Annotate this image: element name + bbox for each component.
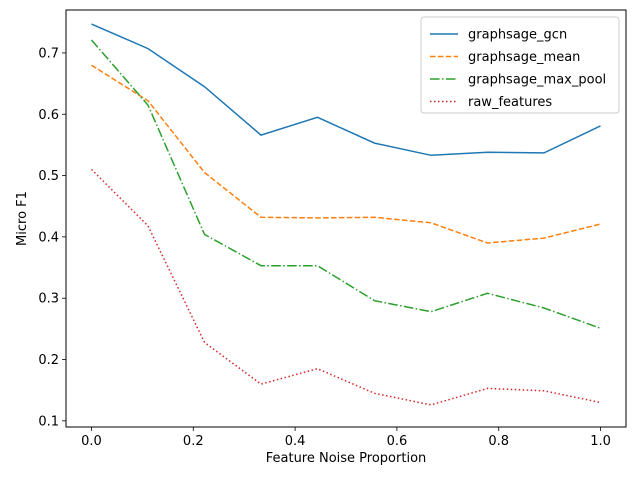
x-axis-label: Feature Noise Proportion: [266, 451, 427, 466]
x-tick-label: 1.0: [590, 434, 611, 449]
x-tick-label: 0.8: [488, 434, 509, 449]
y-tick-label: 0.4: [38, 230, 59, 245]
series-line-graphsage_gcn: [91, 23, 601, 157]
plot-area-frame: [65, 9, 627, 428]
legend-label-graphsage_max_pool: graphsage_max_pool: [468, 73, 606, 88]
y-tick-label: 0.3: [38, 292, 59, 307]
series-layer: [90, 23, 601, 406]
y-axis-label: Micro F1: [15, 191, 30, 246]
y-axis: 0.1 0.2 0.3 0.4 0.5 0.6 0.7: [38, 46, 66, 429]
y-tick-label: 0.6: [38, 108, 59, 123]
y-tick-label: 0.2: [38, 353, 59, 368]
series-line-graphsage_max_pool: [90, 39, 601, 330]
y-tick-label: 0.7: [38, 46, 59, 61]
legend-box: [420, 16, 620, 114]
legend-label-raw_features: raw_features: [468, 95, 552, 110]
y-tick-label: 0.5: [38, 169, 59, 184]
series-line-graphsage_mean: [91, 64, 601, 244]
legend-label-graphsage_gcn: graphsage_gcn: [468, 28, 567, 43]
x-tick-label: 0.0: [81, 434, 102, 449]
x-tick-label: 0.2: [183, 434, 204, 449]
x-tick-label: 0.4: [285, 434, 306, 449]
x-axis: 0.0 0.2 0.4 0.6 0.8 1.0: [81, 427, 611, 449]
series-line-raw_features: [90, 168, 601, 406]
x-tick-label: 0.6: [387, 434, 408, 449]
legend: graphsage_gcn graphsage_mean graphsage_max…: [420, 16, 620, 114]
y-tick-label: 0.1: [38, 414, 59, 429]
legend-label-graphsage_mean: graphsage_mean: [468, 50, 580, 65]
